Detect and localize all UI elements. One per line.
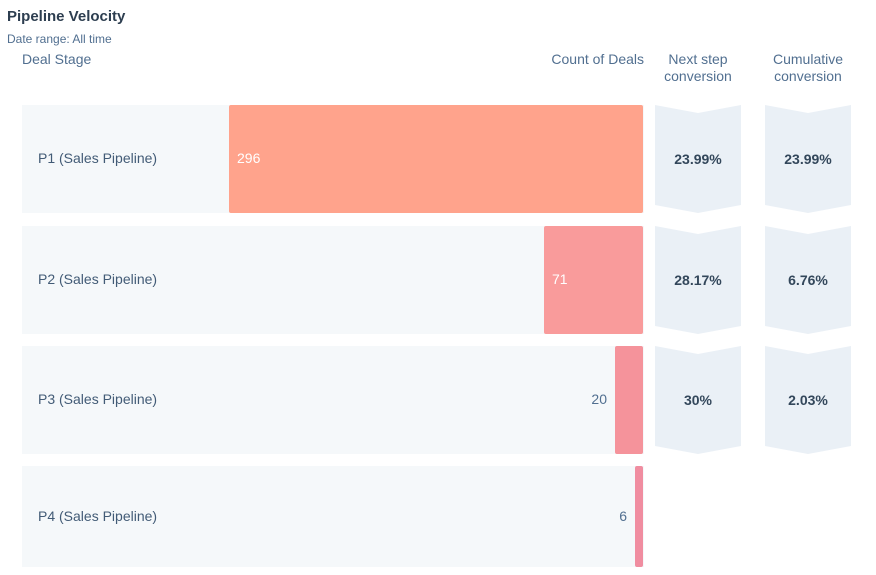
- header-next-step-conversion: Next step conversion: [664, 51, 732, 84]
- date-range: Date range: All time: [7, 32, 112, 46]
- next-step-conversion: 28.17%: [655, 226, 741, 334]
- next-step-conversion: 30%: [655, 346, 741, 454]
- cumulative-conversion: 23.99%: [765, 105, 851, 213]
- stage-label: P4 (Sales Pipeline): [38, 507, 158, 524]
- header-cumulative-conversion: Cumulative conversion: [772, 51, 844, 84]
- cumulative-conversion: 2.03%: [765, 346, 851, 454]
- deal-count-label: 71: [552, 271, 568, 287]
- deal-count-bar[interactable]: [229, 105, 643, 213]
- deal-count-bar[interactable]: [544, 226, 643, 334]
- stage-row[interactable]: [22, 346, 644, 454]
- stage-label: P2 (Sales Pipeline): [38, 271, 158, 287]
- stage-label: P3 (Sales Pipeline): [38, 391, 158, 407]
- header-count-of-deals: Count of Deals: [551, 51, 644, 67]
- stage-row[interactable]: [22, 466, 644, 567]
- deal-count-bar[interactable]: [615, 346, 643, 454]
- next-step-conversion: 23.99%: [655, 105, 741, 213]
- deal-count-label: 296: [237, 150, 261, 166]
- deal-count-label: 6: [619, 507, 627, 524]
- stage-label: P1 (Sales Pipeline): [38, 150, 158, 166]
- deal-count-label: 20: [591, 391, 607, 407]
- cumulative-conversion: 6.76%: [765, 226, 851, 334]
- stage-row[interactable]: [22, 226, 644, 334]
- header-deal-stage: Deal Stage: [22, 51, 92, 67]
- chart-title: Pipeline Velocity: [7, 8, 126, 25]
- deal-count-bar[interactable]: [635, 466, 643, 567]
